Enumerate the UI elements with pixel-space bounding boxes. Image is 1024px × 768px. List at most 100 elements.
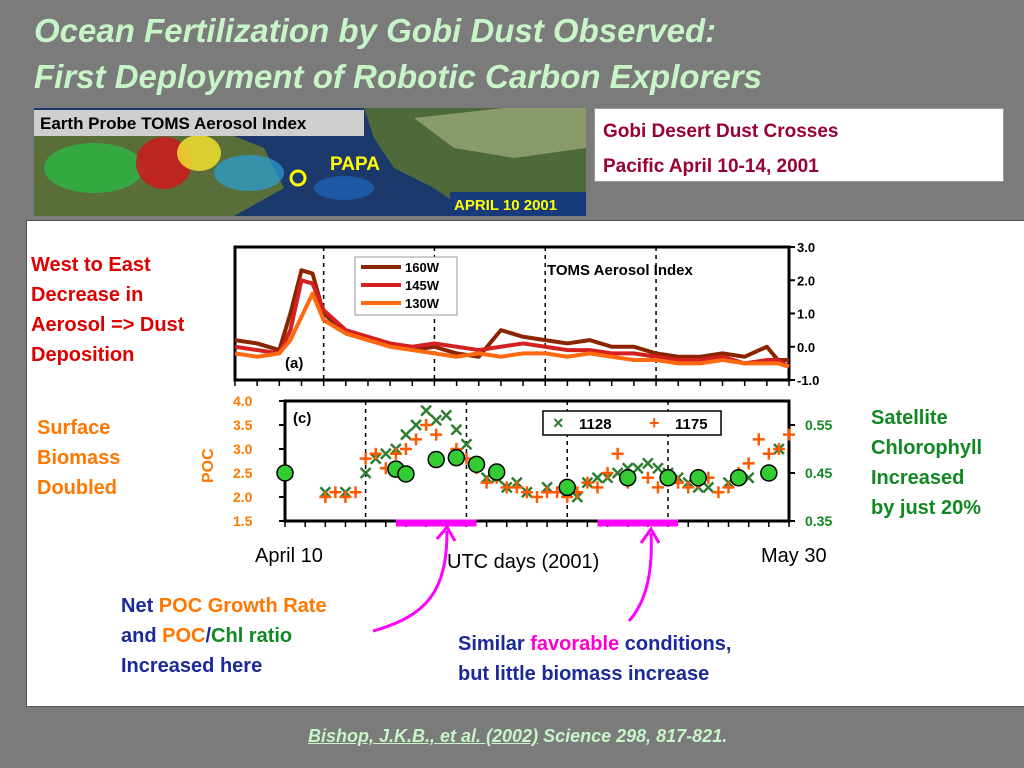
poc-point-1128 xyxy=(440,409,453,422)
poc-point-1128 xyxy=(379,447,392,460)
poc-point-1175 xyxy=(319,491,332,503)
y-tick-label-c: 2.5 xyxy=(233,465,253,481)
chlorophyll-point xyxy=(689,469,708,487)
chlorophyll-point xyxy=(467,455,486,474)
poc-point-1175 xyxy=(520,486,533,499)
y2-tick-label-c: 0.55 xyxy=(805,417,832,433)
y-tick-label-a: 3.0 xyxy=(797,240,815,255)
poc-point-1175 xyxy=(772,443,785,455)
poc-point-1175 xyxy=(541,486,554,499)
poc-point-1175 xyxy=(500,481,513,494)
poc-point-1128 xyxy=(460,438,473,451)
arrow-similar xyxy=(627,532,653,623)
legend-c-marker-1175: + xyxy=(649,413,660,433)
chart-panel: 3.0 2.0 1.0 0.0 -1.0 (a) TOMS Aerosol Index 160… xyxy=(26,220,1024,707)
poc-point-1175 xyxy=(611,447,624,460)
y-tick-label-c: 1.5 xyxy=(233,513,253,529)
poc-point-1175 xyxy=(410,433,423,446)
poc-point-1128 xyxy=(430,414,443,427)
arrowhead-similar xyxy=(639,526,661,544)
poc-axis-label: POC xyxy=(200,448,217,483)
poc-point-1175 xyxy=(641,471,654,484)
y2-tick-label-c: 0.45 xyxy=(805,465,832,481)
poc-point-1175 xyxy=(359,452,372,465)
poc-point-1175 xyxy=(531,491,543,503)
poc-point-1175 xyxy=(510,481,523,494)
y-tick-label-a: 1.0 xyxy=(797,307,815,322)
surface-biomass-annotation: Surface Biomass Doubled xyxy=(37,417,121,499)
y-tick-label-a: -1.0 xyxy=(797,373,819,388)
chlorophyll-point xyxy=(427,450,445,469)
aerosol-line-130W xyxy=(234,291,790,369)
poc-point-1128 xyxy=(702,481,715,494)
poc-point-1175 xyxy=(752,433,765,446)
legend-c-marker-1128: × xyxy=(553,413,564,433)
chlorophyll-point xyxy=(447,448,466,467)
poc-point-1175 xyxy=(349,486,362,499)
y-tick-label-a: 2.0 xyxy=(797,273,815,288)
aerosol-poc-chart: 3.0 2.0 1.0 0.0 -1.0 (a) TOMS Aerosol Index 160… xyxy=(200,240,832,633)
panel-c-label: (c) xyxy=(293,410,311,427)
chlorophyll-point xyxy=(558,478,576,497)
panel-a-title: TOMS Aerosol Index xyxy=(547,262,694,279)
chlorophyll-point xyxy=(276,464,294,482)
citation: Bishop, J.K.B., et al. (2002) Science 29… xyxy=(308,726,728,746)
net-poc-annotation: Net POC Growth Rate and POC/Chl ratio In… xyxy=(121,595,327,677)
legend-a-label: 130W xyxy=(405,296,440,311)
legend-a-label: 145W xyxy=(405,278,440,293)
legend-c-label-1128: 1128 xyxy=(579,416,612,433)
poc-point-1175 xyxy=(762,447,775,460)
arrow-net-poc xyxy=(372,530,449,633)
poc-point-1128 xyxy=(450,423,463,436)
poc-point-1128 xyxy=(652,462,664,475)
chlorophyll-point xyxy=(659,469,677,487)
poc-point-1128 xyxy=(591,471,604,484)
poc-point-1128 xyxy=(410,419,422,431)
aerosol-line-145W xyxy=(234,278,791,369)
arrowhead-net-poc xyxy=(435,524,457,542)
papa-site-marker xyxy=(289,169,307,187)
poc-point-1175 xyxy=(712,486,725,499)
chlorophyll-point xyxy=(618,469,637,487)
y2-tick-label-c: 0.35 xyxy=(805,513,832,529)
poc-point-1175 xyxy=(581,476,594,489)
x-axis-title: UTC days (2001) xyxy=(447,551,600,573)
chlorophyll-point xyxy=(397,465,415,483)
aerosol-line-160W xyxy=(234,268,789,363)
poc-point-1175 xyxy=(722,481,735,494)
poc-point-1175 xyxy=(601,467,614,479)
x-label-end: May 30 xyxy=(761,545,827,567)
poc-point-1175 xyxy=(591,481,604,494)
map-header: Earth Probe TOMS Aerosol Index xyxy=(40,114,307,133)
legend-c xyxy=(542,410,722,436)
poc-point-1128 xyxy=(420,404,433,417)
y-tick-label-c: 2.0 xyxy=(233,489,253,505)
poc-point-1175 xyxy=(480,476,493,489)
chlorophyll-point xyxy=(760,464,778,482)
poc-point-1128 xyxy=(641,457,654,470)
similar-conditions-annotation: Similar favorable conditions, but little… xyxy=(458,633,732,685)
legend-c-label-1175: 1175 xyxy=(675,416,708,433)
poc-point-1175 xyxy=(682,481,695,494)
poc-point-1175 xyxy=(742,457,755,470)
panel-a-label: (a) xyxy=(285,355,303,372)
poc-point-1128 xyxy=(400,428,412,441)
poc-point-1128 xyxy=(631,462,644,475)
gobi-caption-line-1: Gobi Desert Dust Crosses xyxy=(603,121,839,142)
gobi-dust-caption: Gobi Desert Dust Crosses Pacific April 1… xyxy=(594,108,1004,182)
poc-point-1175 xyxy=(430,428,443,441)
poc-point-1175 xyxy=(339,491,352,503)
chlorophyll-point xyxy=(729,469,748,487)
toms-aerosol-map: Earth Probe TOMS Aerosol Index PAPA APRI… xyxy=(34,108,586,216)
poc-point-1175 xyxy=(399,443,412,455)
chlorophyll-point xyxy=(487,463,506,481)
y-tick-label-c: 3.5 xyxy=(233,417,253,433)
satellite-chlorophyll-annotation: Satellite Chlorophyll Increased by just … xyxy=(871,407,983,519)
poc-point-1175 xyxy=(783,428,795,441)
legend-a-label: 160W xyxy=(405,260,440,275)
poc-point-1175 xyxy=(369,447,382,460)
poc-point-1128 xyxy=(359,467,372,479)
map-date: APRIL 10 2001 xyxy=(454,197,557,214)
y-tick-label-a: 0.0 xyxy=(797,340,815,355)
title-line-1: Ocean Fertilization by Gobi Dust Observe… xyxy=(34,12,717,49)
